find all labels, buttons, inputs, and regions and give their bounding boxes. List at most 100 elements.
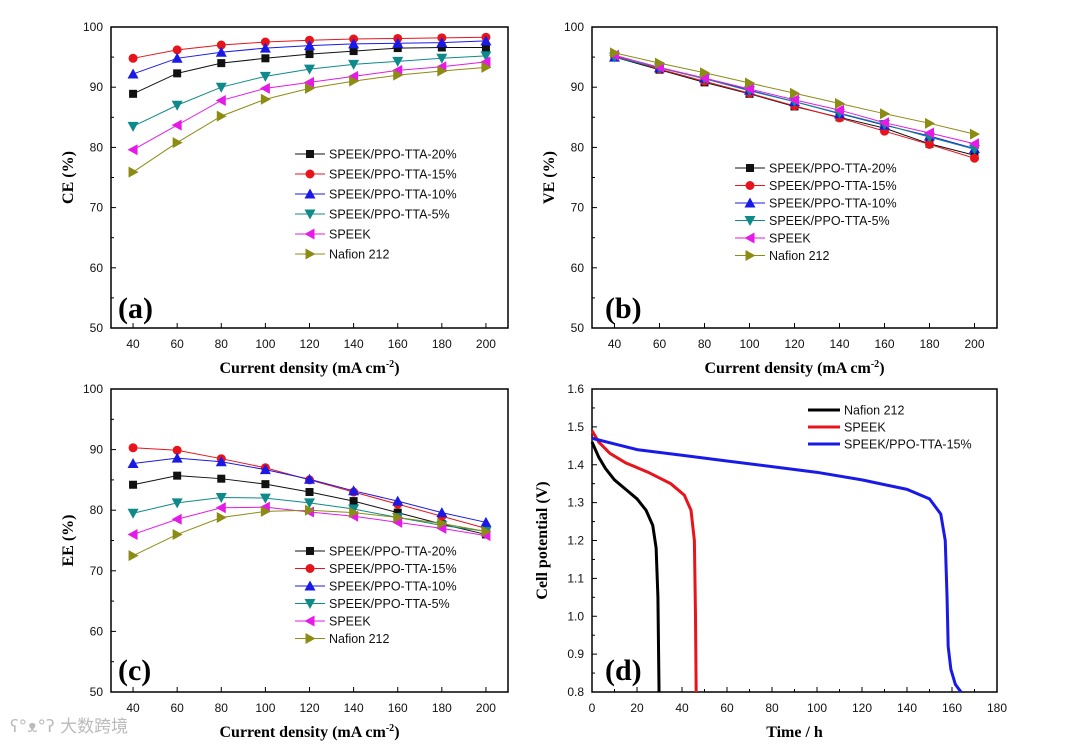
data-point <box>127 68 139 79</box>
data-point <box>171 100 183 111</box>
x-tick-label: 40 <box>126 701 140 715</box>
y-axis-label: CE (%) <box>60 151 77 204</box>
x-tick-label: 100 <box>255 337 275 351</box>
x-axis-label-text: Current density (mA cm <box>219 360 386 377</box>
data-point <box>970 153 979 163</box>
legend-entry: SPEEK <box>295 228 371 242</box>
x-tick-label: 80 <box>765 701 779 715</box>
data-point <box>215 492 227 503</box>
x-tick-label: 0 <box>589 701 596 715</box>
data-point <box>393 69 404 81</box>
x-tick-label: 60 <box>653 337 667 351</box>
legend-label: Nafion 212 <box>844 404 905 418</box>
y-tick-label: 60 <box>90 261 104 275</box>
data-point <box>259 493 271 504</box>
x-tick-label: 40 <box>608 337 622 351</box>
data-point <box>348 59 360 70</box>
x-tick-label: 120 <box>784 337 804 351</box>
series-speek <box>609 49 979 150</box>
series-speek <box>590 429 698 693</box>
data-point <box>261 480 270 489</box>
x-tick-label: 140 <box>829 337 849 351</box>
data-point <box>304 40 315 51</box>
data-point <box>348 70 359 82</box>
data-point <box>393 511 404 523</box>
data-point <box>128 53 138 63</box>
data-point <box>128 443 138 453</box>
y-tick-label: 1.1 <box>567 571 584 585</box>
data-point <box>215 94 226 106</box>
y-tick-label: 50 <box>90 321 104 335</box>
data-point <box>880 108 890 120</box>
series-speek-ppo-tta-5- <box>609 52 980 155</box>
data-point <box>128 166 139 178</box>
data-point <box>260 37 270 47</box>
legend-label: SPEEK/PPO-TTA-15% <box>844 438 972 452</box>
legend-entry: Nafion 212 <box>295 632 390 646</box>
watermark: ʕ°ᴥ°ʔ 大数跨境 <box>10 712 128 737</box>
x-axis-label-end: ) <box>394 360 399 377</box>
series-nafion-212 <box>610 47 980 140</box>
x-axis-label-sup: -2 <box>871 359 879 370</box>
data-point <box>305 82 315 94</box>
legend-label: SPEEK/PPO-TTA-5% <box>329 597 450 611</box>
data-point <box>348 504 360 515</box>
data-point <box>392 64 403 76</box>
x-tick-label: 200 <box>476 337 496 351</box>
legend-marker <box>306 150 314 158</box>
x-tick-label: 60 <box>170 701 184 715</box>
legend-entry: SPEEK/PPO-TTA-15% <box>735 179 897 193</box>
data-point <box>480 56 491 68</box>
x-tick-label: 100 <box>739 337 759 351</box>
data-point <box>834 104 844 116</box>
x-tick-label: 160 <box>388 701 408 715</box>
legend-label: SPEEK/PPO-TTA-15% <box>769 179 897 193</box>
legend-marker <box>304 228 315 240</box>
data-point <box>393 508 402 517</box>
data-point <box>259 464 271 475</box>
y-tick-label: 50 <box>571 321 585 335</box>
data-point <box>481 61 492 73</box>
x-tick-label: 60 <box>170 337 184 351</box>
x-tick-label: 100 <box>255 701 275 715</box>
data-point <box>392 516 403 528</box>
y-tick-label: 70 <box>571 201 585 215</box>
x-tick-label: 80 <box>215 701 229 715</box>
data-point <box>610 47 620 59</box>
data-point <box>305 50 314 59</box>
y-tick-label: 70 <box>90 201 104 215</box>
panel-b: 40 60 80 100 120 140 160 180 200 50 60 70 80 90 100 Cur… <box>541 20 998 377</box>
legend-entry: SPEEK/PPO-TTA-20% <box>295 148 457 162</box>
data-point <box>127 528 138 540</box>
x-tick-label: 180 <box>432 337 452 351</box>
legend-marker <box>305 169 315 179</box>
data-point <box>259 42 271 53</box>
data-point <box>304 76 314 88</box>
y-tick-label: 0.8 <box>567 685 584 699</box>
x-tick-label: 140 <box>344 337 364 351</box>
legend-marker <box>745 250 756 261</box>
panel-label: (d) <box>605 654 642 687</box>
x-tick-label: 200 <box>476 701 496 715</box>
data-point <box>480 516 492 527</box>
data-point <box>790 87 800 99</box>
data-point <box>259 82 270 94</box>
legend-label: SPEEK/PPO-TTA-20% <box>329 148 457 162</box>
y-tick-label: 100 <box>83 382 103 396</box>
legend-label: SPEEK/PPO-TTA-10% <box>329 188 457 202</box>
y-tick-label: 50 <box>90 685 104 699</box>
legend-marker <box>304 580 316 591</box>
x-tick-label: 160 <box>942 701 962 715</box>
panel-c: 40 60 80 100 120 140 160 180 200 50 60 70 80 90 100 Cur… <box>60 382 509 741</box>
x-tick-label: 40 <box>675 701 689 715</box>
y-tick-label: 80 <box>571 140 585 154</box>
series-line <box>590 429 698 693</box>
data-point <box>171 119 182 131</box>
x-tick-label: 80 <box>215 337 229 351</box>
legend-entry: SPEEK/PPO-TTA-20% <box>295 545 457 559</box>
x-tick-label: 120 <box>852 701 872 715</box>
y-tick-label: 100 <box>83 20 103 34</box>
legend-entry: SPEEK/PPO-TTA-5% <box>295 208 450 222</box>
y-tick-label: 60 <box>90 624 104 638</box>
